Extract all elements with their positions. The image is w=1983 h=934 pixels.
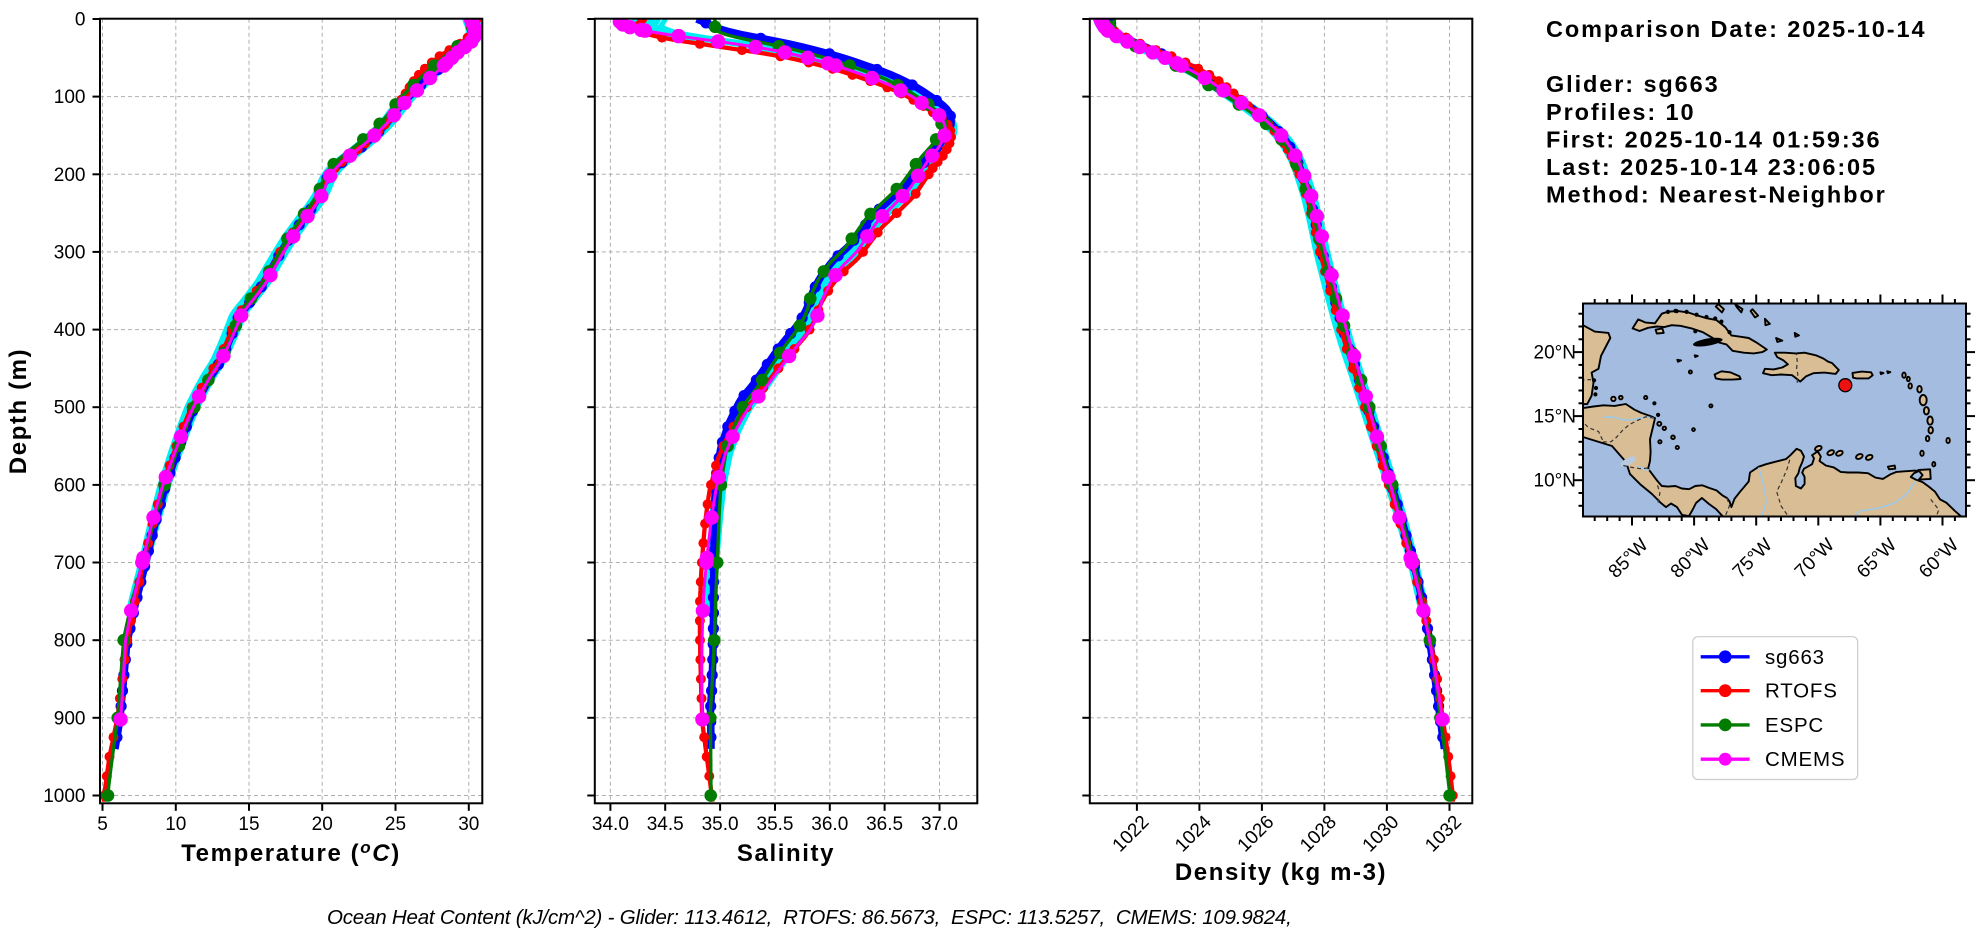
svg-text:200: 200 [54, 165, 86, 186]
svg-text:15°N: 15°N [1534, 407, 1576, 428]
svg-text:300: 300 [54, 242, 86, 263]
svg-text:1000: 1000 [43, 786, 85, 807]
svg-text:CMEMS: CMEMS [1765, 748, 1845, 771]
svg-text:900: 900 [54, 708, 86, 729]
svg-text:36.0: 36.0 [811, 814, 848, 835]
svg-text:10°N: 10°N [1534, 471, 1576, 492]
svg-text:800: 800 [54, 631, 86, 652]
svg-text:Profiles: 10: Profiles: 10 [1546, 99, 1696, 125]
svg-text:15: 15 [238, 814, 259, 835]
svg-text:34.5: 34.5 [647, 814, 684, 835]
svg-text:20°N: 20°N [1534, 343, 1576, 364]
svg-text:400: 400 [54, 320, 86, 341]
svg-text:20: 20 [312, 814, 333, 835]
svg-text:30: 30 [458, 814, 479, 835]
svg-text:600: 600 [54, 475, 86, 496]
svg-text:RTOFS: RTOFS [1765, 680, 1838, 703]
svg-text:37.0: 37.0 [921, 814, 958, 835]
svg-text:34.0: 34.0 [592, 814, 629, 835]
svg-text:Density (kg m-3): Density (kg m-3) [1175, 859, 1387, 886]
svg-text:Salinity: Salinity [737, 840, 835, 867]
svg-text:36.5: 36.5 [866, 814, 903, 835]
svg-text:10: 10 [165, 814, 186, 835]
svg-text:0: 0 [75, 10, 86, 31]
svg-text:Depth (m): Depth (m) [5, 348, 32, 474]
svg-text:Ocean Heat Content (kJ/cm^2) -: Ocean Heat Content (kJ/cm^2) - Glider: 1… [327, 906, 1292, 929]
svg-text:Glider: sg663: Glider: sg663 [1546, 71, 1720, 97]
svg-text:Method: Nearest-Neighbor: Method: Nearest-Neighbor [1546, 182, 1887, 208]
svg-text:700: 700 [54, 553, 86, 574]
svg-text:35.0: 35.0 [702, 814, 739, 835]
svg-text:5: 5 [97, 814, 108, 835]
svg-text:500: 500 [54, 398, 86, 419]
svg-text:sg663: sg663 [1765, 646, 1825, 669]
svg-text:25: 25 [385, 814, 406, 835]
svg-text:First: 2025-10-14 01:59:36: First: 2025-10-14 01:59:36 [1546, 126, 1882, 152]
svg-text:100: 100 [54, 87, 86, 108]
svg-text:ESPC: ESPC [1765, 714, 1824, 737]
svg-text:Last: 2025-10-14 23:06:05: Last: 2025-10-14 23:06:05 [1546, 154, 1877, 180]
svg-text:35.5: 35.5 [757, 814, 794, 835]
svg-text:Comparison Date: 2025-10-14: Comparison Date: 2025-10-14 [1546, 16, 1926, 42]
